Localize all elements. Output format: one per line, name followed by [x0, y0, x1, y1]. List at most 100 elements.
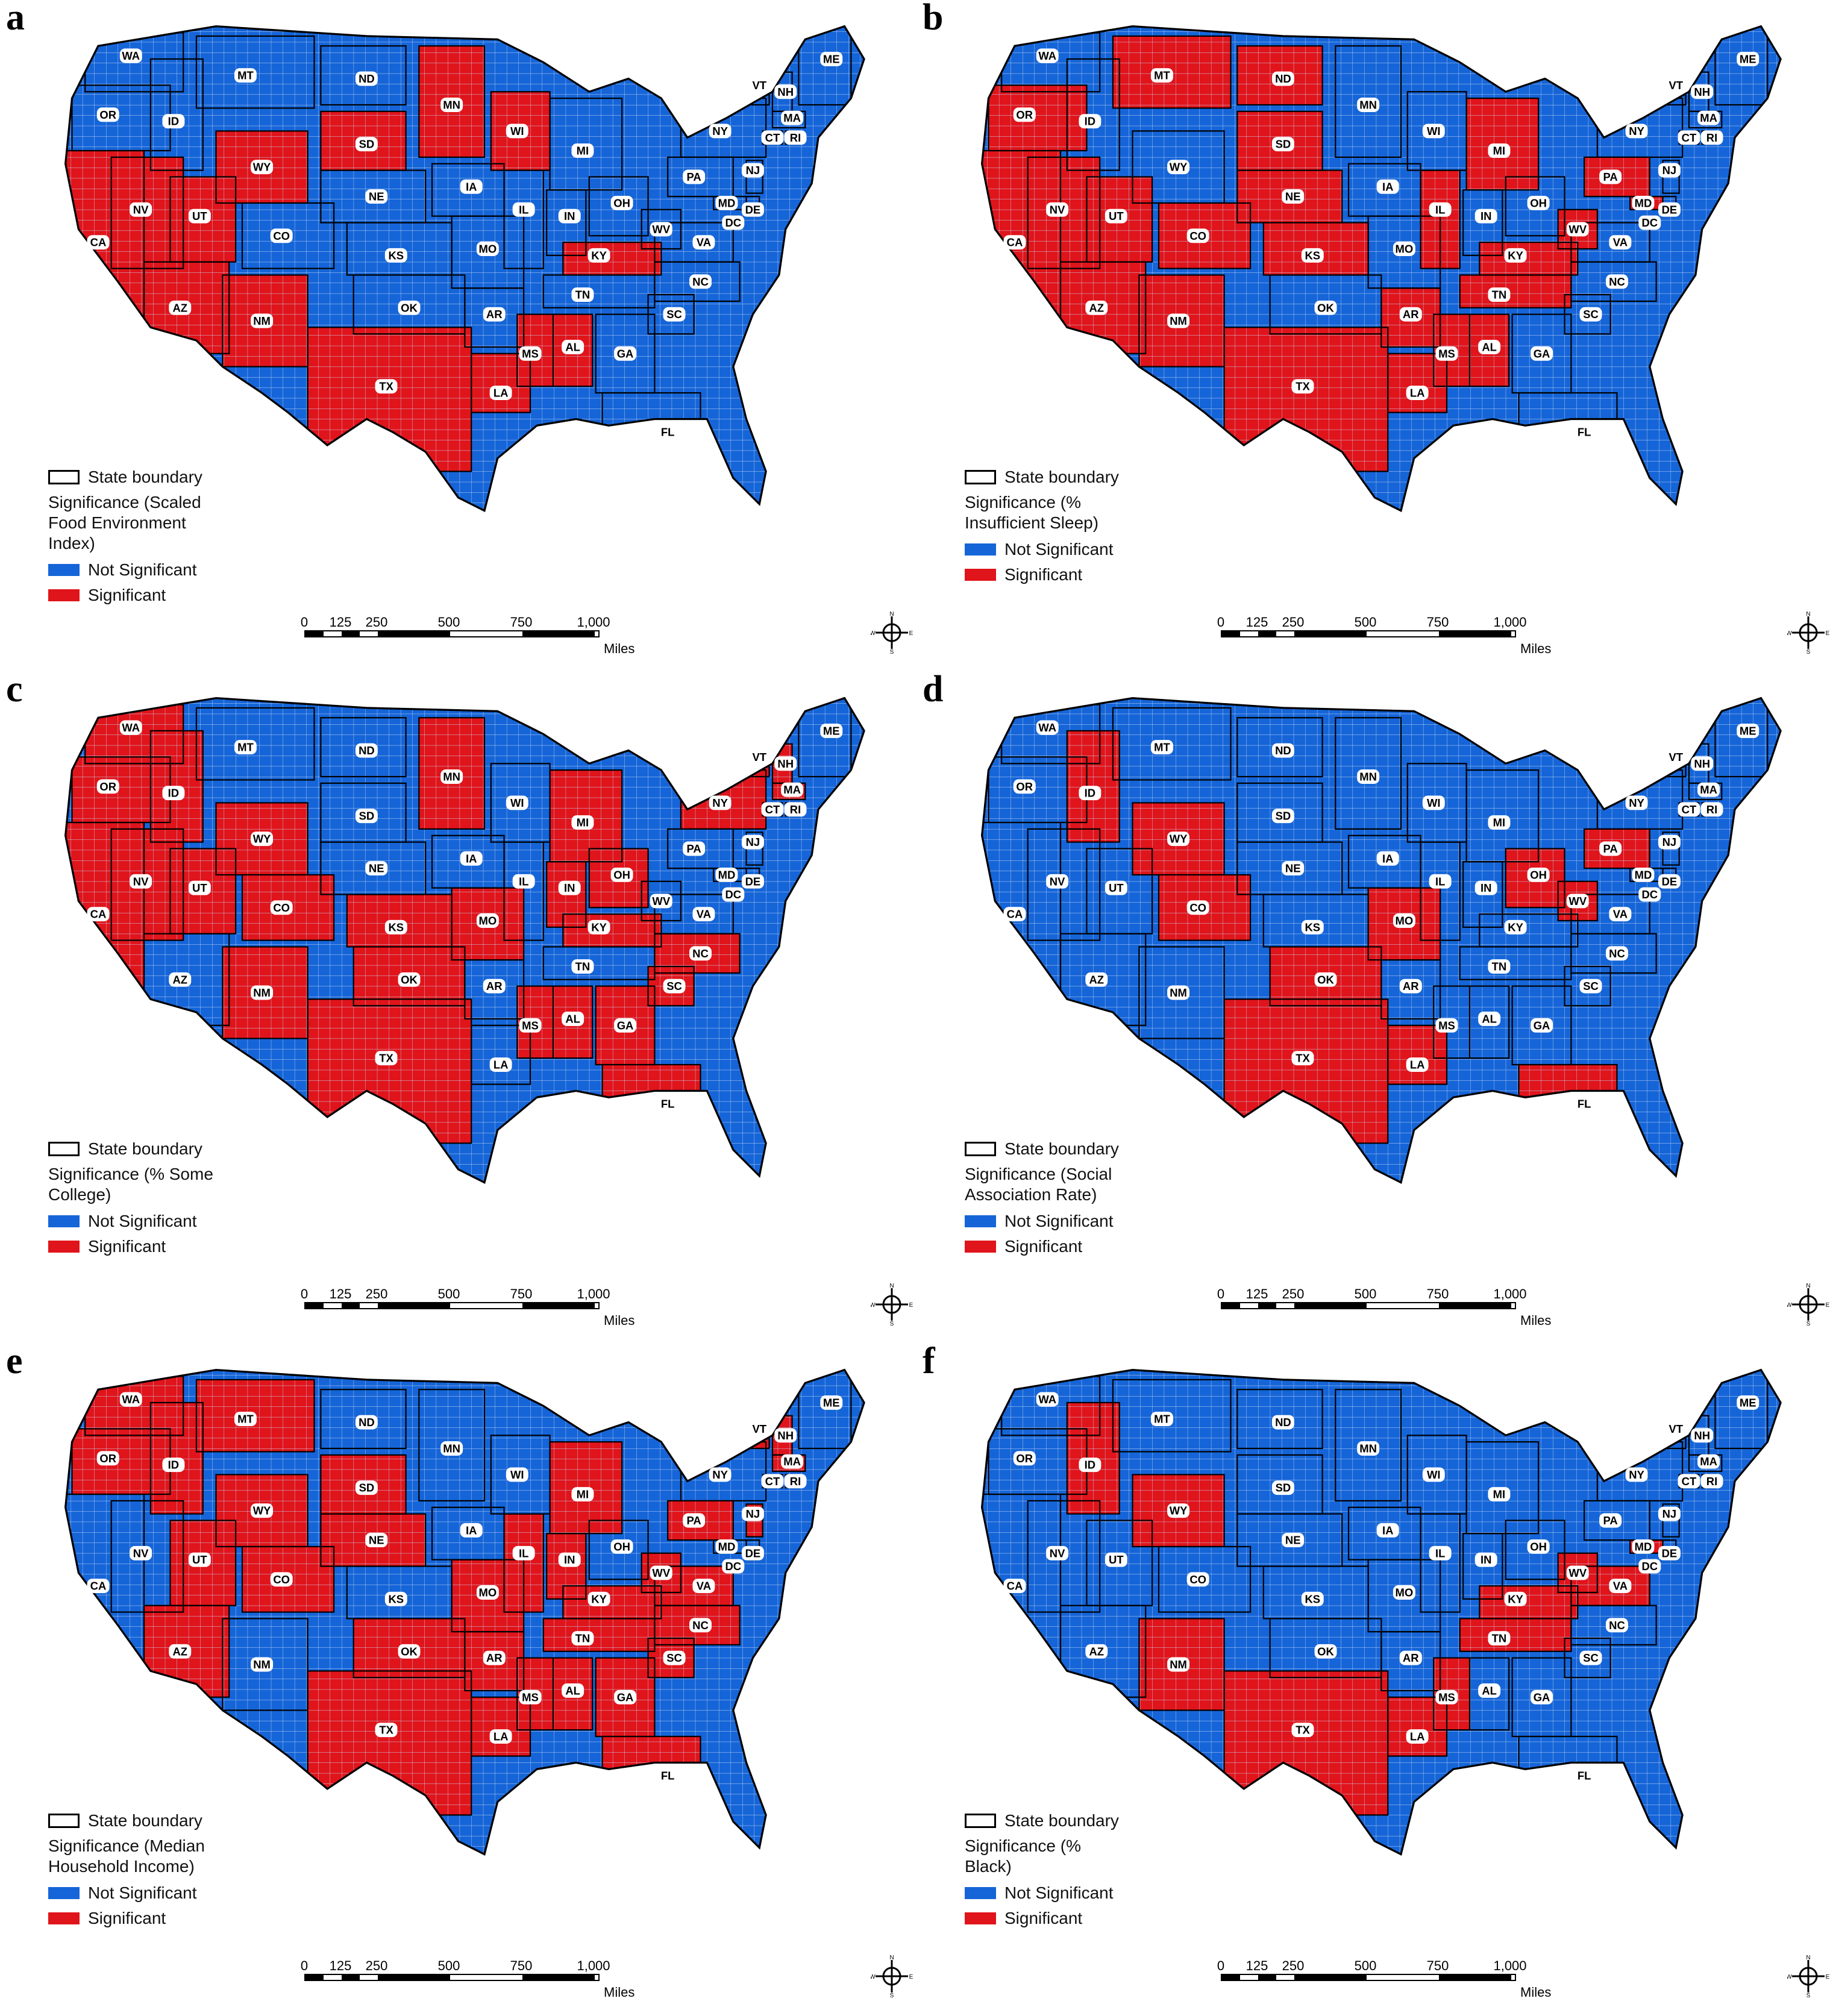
state-label-bg	[784, 130, 807, 145]
not-significant-swatch	[48, 564, 80, 576]
state-label-bg	[460, 179, 483, 194]
state-label-oh: OH	[613, 196, 630, 209]
state-label-bg	[741, 163, 764, 178]
state-label-ia: IA	[1382, 180, 1393, 193]
state-boundary	[1138, 1618, 1225, 1711]
state-boundary	[320, 717, 407, 778]
state-label-bg	[1478, 340, 1501, 354]
state-label-ut: UT	[1109, 210, 1124, 222]
state-boundary	[1158, 202, 1252, 269]
state-label-nv: NV	[1050, 1547, 1065, 1559]
state-label-ar: AR	[486, 980, 503, 992]
state-label-bg	[1271, 1415, 1294, 1430]
scale-tick: 0	[1217, 1958, 1225, 1973]
state-boundary	[464, 1631, 525, 1692]
state-label-bg	[820, 1395, 843, 1410]
state-label-bg	[1638, 215, 1661, 230]
state-label-mo: MO	[1396, 243, 1414, 255]
state-boundary	[1557, 880, 1598, 922]
state-label-nd: ND	[1275, 1416, 1291, 1429]
boundary-label: State boundary	[88, 468, 202, 486]
boundary-label: State boundary	[1004, 468, 1119, 486]
state-label-bg	[663, 307, 686, 322]
scale-tick: 250	[1282, 615, 1305, 630]
state-label-bg	[1406, 386, 1429, 400]
state-label-ia: IA	[466, 852, 477, 865]
state-label-bg	[1478, 1683, 1501, 1698]
state-label-nm: NM	[253, 1658, 271, 1671]
state-label-in: IN	[1480, 210, 1491, 222]
state-label-il: IL	[1435, 1547, 1445, 1559]
state-label-me: ME	[823, 724, 840, 737]
state-label-sc: SC	[1583, 1651, 1599, 1664]
state-label-bg	[188, 208, 211, 224]
state-label-bg	[1504, 919, 1527, 934]
state-label-bg	[1150, 740, 1173, 755]
state-label-ia: IA	[1382, 1524, 1393, 1536]
boundary-label: State boundary	[1004, 1811, 1119, 1830]
state-label-fl: FL	[661, 1770, 675, 1782]
state-label-nd: ND	[1275, 744, 1291, 757]
state-label-wa: WA	[122, 1393, 140, 1406]
state-label-nj: NJ	[1662, 1507, 1677, 1520]
state-label-nc: NC	[1609, 1619, 1625, 1632]
state-label-dc: DC	[1641, 888, 1658, 901]
compass-s: S	[1806, 1321, 1811, 1326]
state-label-pa: PA	[686, 1514, 701, 1527]
scale-tick: 250	[1282, 1286, 1305, 1301]
state-label-bg	[1488, 1631, 1511, 1646]
state-label-ms: MS	[522, 1019, 539, 1031]
state-label-bg	[1393, 1585, 1415, 1600]
state-label-ky: KY	[1508, 249, 1523, 261]
state-boundary	[195, 1379, 315, 1453]
state-label-bg	[251, 985, 274, 1000]
state-label-bg	[483, 1650, 506, 1665]
state-label-bg	[1406, 1729, 1429, 1744]
state-label-ar: AR	[486, 1651, 503, 1664]
state-label-bg	[781, 782, 804, 797]
state-label-bg	[1579, 307, 1602, 322]
state-label-bg	[87, 235, 110, 250]
boundary-label: State boundary	[88, 1139, 202, 1158]
state-label-wi: WI	[1427, 797, 1441, 809]
state-label-nd: ND	[359, 72, 375, 85]
state-label-ut: UT	[192, 210, 207, 222]
state-label-wy: WY	[253, 161, 271, 174]
state-boundary	[1138, 274, 1225, 368]
state-label-ga: GA	[1534, 347, 1550, 360]
state-label-bg	[689, 1618, 712, 1633]
compass-w: W	[871, 1302, 876, 1309]
state-label-id: ID	[168, 1459, 179, 1471]
state-label-bg	[162, 786, 185, 801]
state-label-bg	[683, 169, 706, 184]
map-legend: State boundary Significance (% Some Colle…	[48, 1139, 213, 1262]
state-label-ky: KY	[591, 249, 607, 261]
state-label-wi: WI	[510, 1468, 524, 1481]
state-label-bg	[234, 740, 257, 755]
scale-tick: 500	[437, 1958, 460, 1973]
state-label-bg	[1658, 1506, 1681, 1521]
state-label-bg	[1474, 208, 1497, 224]
state-boundary	[418, 1389, 486, 1501]
state-boundary	[1387, 1696, 1448, 1757]
state-label-ny: NY	[1629, 797, 1644, 809]
state-label-bg	[96, 779, 119, 794]
state-label-ga: GA	[617, 1019, 634, 1031]
state-label-mt: MT	[1154, 69, 1170, 82]
state-boundary	[1714, 1370, 1769, 1450]
significant-label: Significant	[88, 1909, 166, 1927]
state-boundary	[471, 1024, 531, 1085]
significant-label: Significant	[1004, 565, 1083, 584]
state-label-il: IL	[1435, 875, 1445, 887]
state-label-wy: WY	[1170, 833, 1188, 845]
state-boundary	[654, 1565, 734, 1606]
state-label-nh: NH	[777, 1429, 794, 1442]
state-label-bg	[1737, 1395, 1759, 1410]
state-label-bg	[1393, 913, 1415, 928]
state-label-bg	[1314, 300, 1337, 315]
state-label-ut: UT	[192, 881, 207, 894]
compass-s: S	[1806, 649, 1811, 654]
state-label-bg	[1678, 130, 1700, 145]
scale-bar-segments: Miles	[304, 1974, 634, 2000]
state-label-bg	[1658, 163, 1681, 178]
